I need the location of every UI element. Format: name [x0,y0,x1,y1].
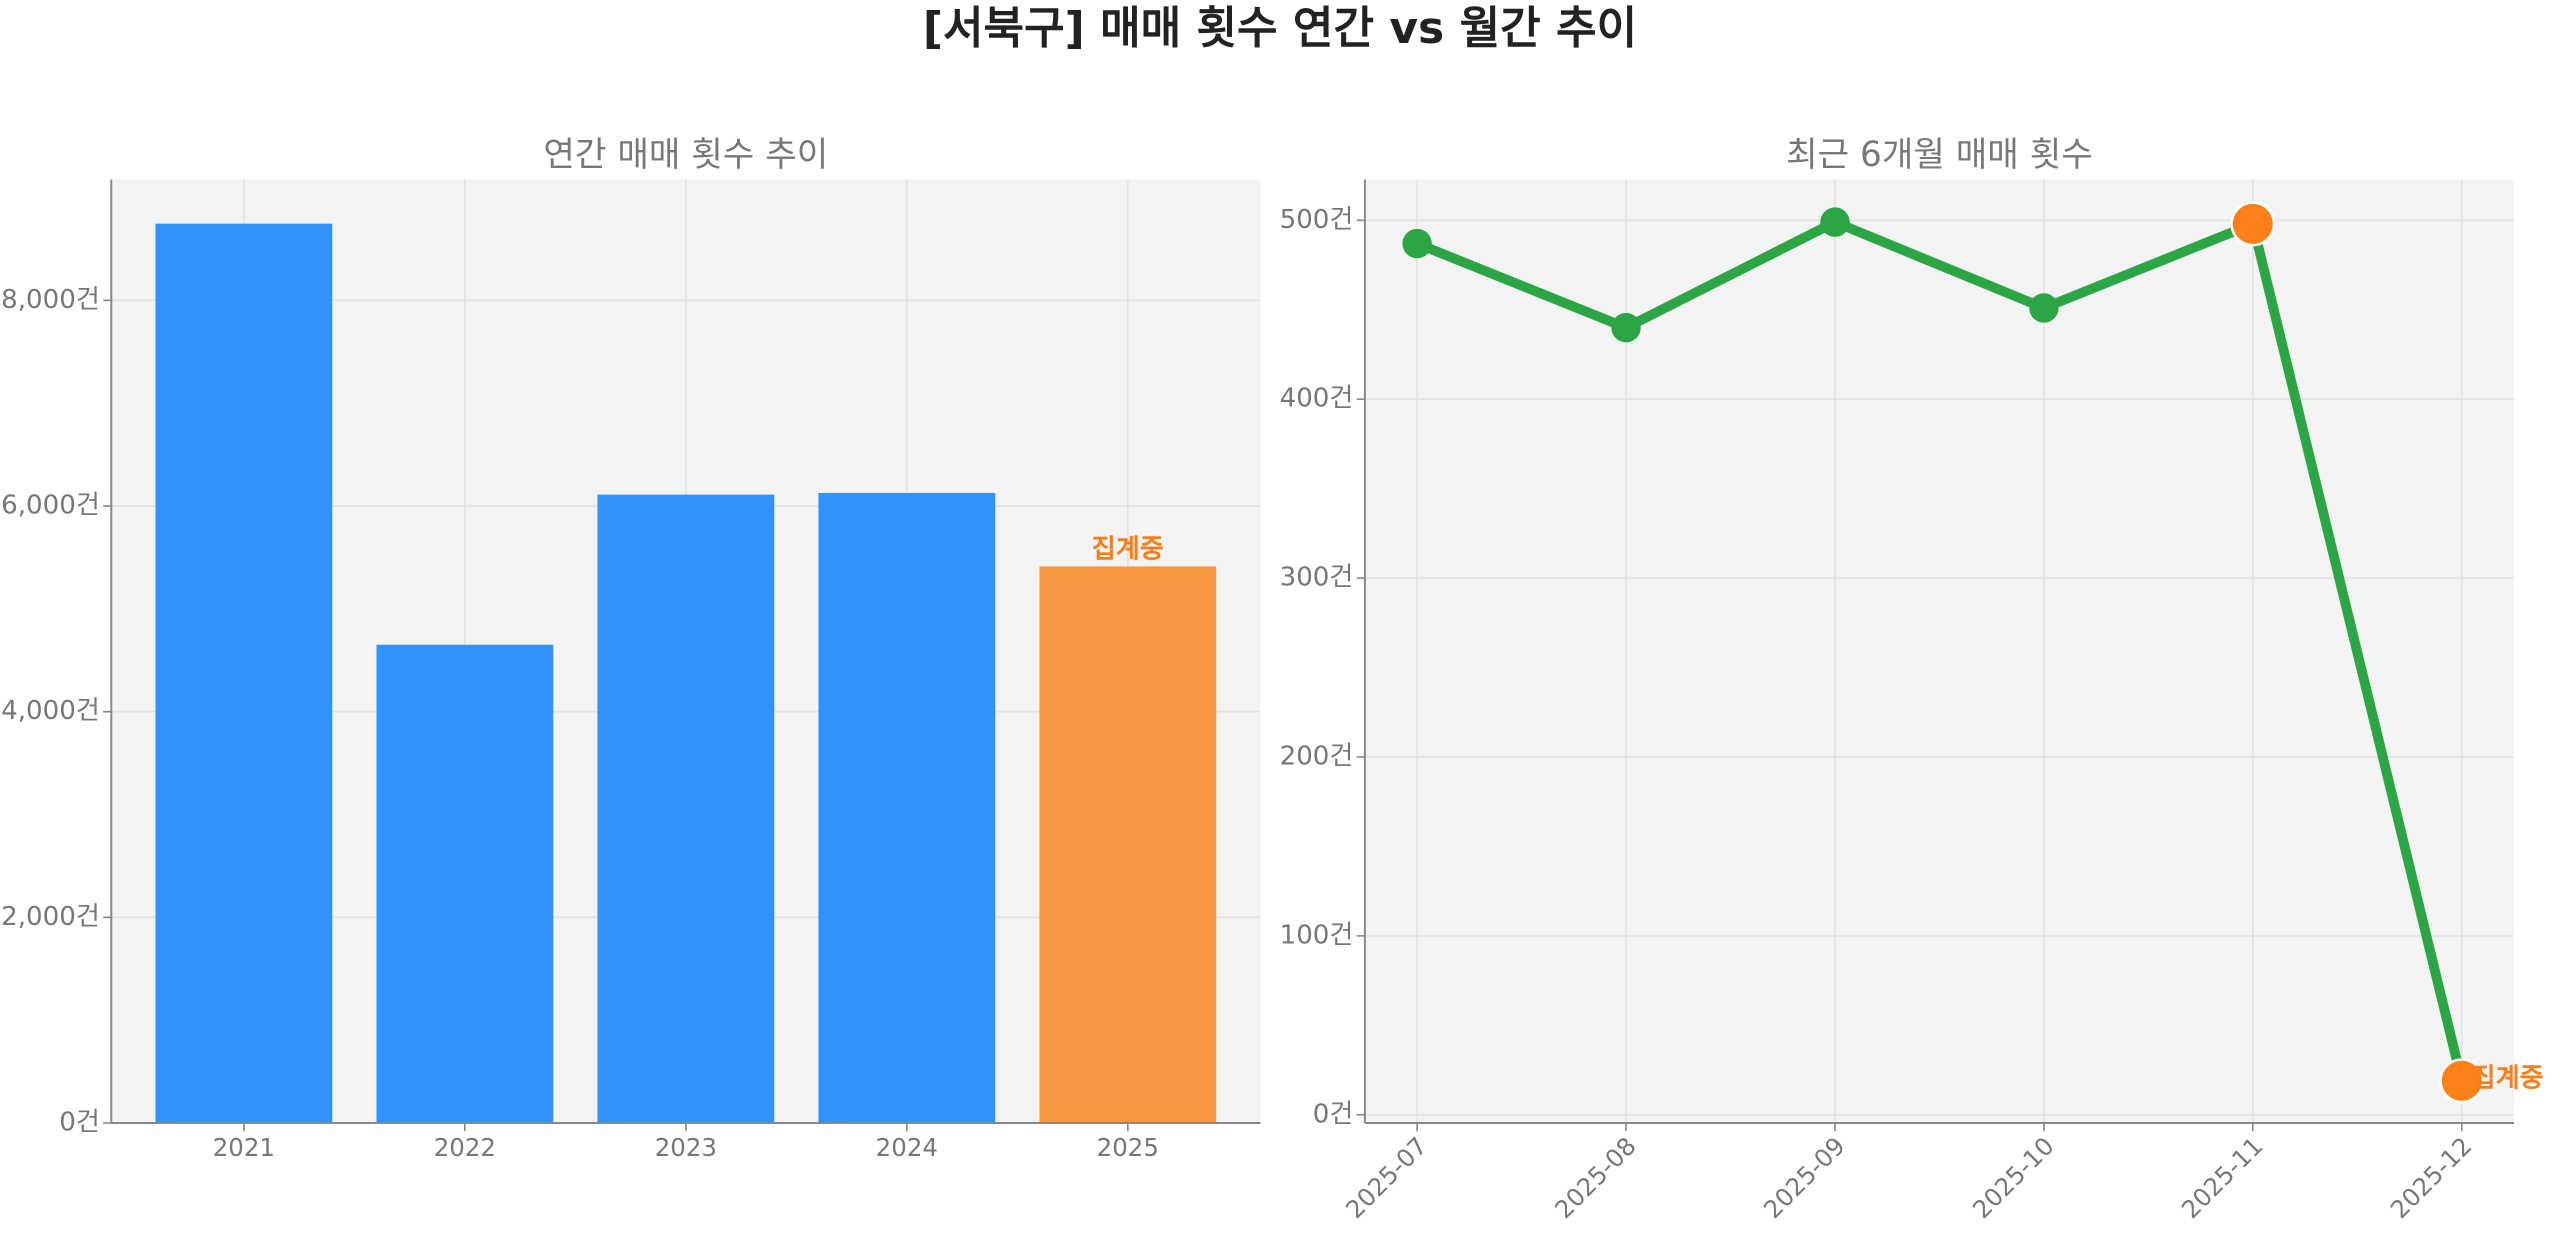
subplot-title: 최근 6개월 매매 횟수 [1786,135,2093,175]
marker [1820,207,1850,237]
marker [2029,293,2059,323]
x-tick-label: 2025-11 [2176,1131,2269,1224]
y-tick-label: 2,000건 [1,902,100,932]
bar [155,223,333,1124]
y-tick-label: 0건 [1313,1099,1354,1129]
x-tick-label: 2025 [1097,1133,1159,1162]
marker [2230,201,2276,247]
x-tick-label: 2024 [876,1133,938,1162]
bar [597,494,775,1124]
marker [2439,1058,2485,1104]
x-tick-label: 2025-12 [2385,1131,2478,1224]
marker [1611,312,1641,343]
y-tick-label: 300건 [1280,563,1354,593]
bar [376,644,554,1124]
y-tick-label: 0건 [59,1108,100,1138]
x-tick-label: 2021 [213,1133,275,1162]
subplot-title: 연간 매매 횟수 추이 [543,135,828,175]
x-tick-label: 2022 [434,1133,496,1162]
annotation: 집계중 [1092,535,1164,565]
marker [1402,228,1432,259]
plot-background [1364,179,2514,1124]
line [1415,217,2467,1082]
y-tick-label: 4,000건 [1,696,100,726]
x-tick-label: 2025-10 [1967,1131,2060,1224]
y-tick-label: 100건 [1280,920,1354,950]
x-tick-label: 2025-07 [1340,1131,1433,1224]
y-tick-label: 400건 [1280,384,1354,414]
x-tick-label: 2023 [655,1133,717,1162]
y-tick-label: 6,000건 [1,491,100,521]
x-tick-label: 2025-08 [1549,1131,1642,1224]
y-tick-label: 8,000건 [1,285,100,315]
y-tick-label: 500건 [1280,205,1354,235]
bar [818,492,996,1124]
bar [1039,566,1217,1124]
y-tick-label: 200건 [1280,742,1354,772]
x-tick-label: 2025-09 [1758,1131,1851,1224]
figure-title: [서북구] 매매 횟수 연간 vs 월간 추이 [923,3,1637,54]
annotation: 집계중 [2472,1064,2544,1094]
